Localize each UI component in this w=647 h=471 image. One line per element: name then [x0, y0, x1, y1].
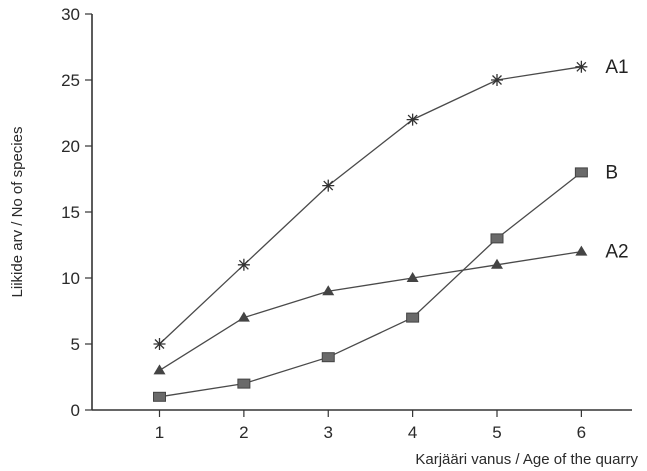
data-point-a2	[491, 258, 503, 269]
series-layer: A1 B A2	[153, 57, 629, 402]
series-label-a2: A2	[605, 242, 628, 263]
y-tick-label: 30	[61, 5, 80, 24]
data-point-b	[490, 233, 504, 244]
data-point-a2	[575, 245, 588, 256]
data-point-a2	[153, 364, 166, 375]
x-ticks: 1 2 3 4 5 6	[155, 410, 586, 442]
data-point-a2	[322, 285, 335, 296]
data-point-b	[237, 378, 251, 389]
data-point-a2	[406, 272, 419, 282]
series-label-a1: A1	[605, 57, 628, 78]
data-point-a1	[322, 179, 335, 192]
x-tick-label: 4	[408, 423, 417, 442]
series-line-a2	[159, 250, 582, 371]
y-ticks: 0 5 10 15 20 25 30	[61, 5, 92, 420]
data-point-a1	[153, 338, 166, 350]
data-point-a1	[575, 60, 588, 73]
data-point-b	[406, 312, 420, 323]
x-axis-title: Karjääri vanus / Age of the quarry	[415, 451, 638, 468]
y-tick-label: 20	[61, 137, 80, 156]
y-axis-title: Liikide arv / No of species	[9, 127, 26, 298]
y-tick-label: 25	[61, 71, 80, 90]
data-point-b	[574, 167, 588, 178]
y-tick-label: 5	[71, 335, 80, 354]
data-point-b	[153, 391, 166, 402]
x-tick-label: 2	[239, 423, 248, 442]
data-point-a1	[406, 113, 419, 126]
series-a2: A2	[153, 242, 629, 375]
series-b: B	[153, 162, 618, 402]
x-tick-label: 6	[577, 423, 586, 442]
data-point-a1	[491, 74, 503, 86]
data-point-a1	[237, 258, 250, 271]
series-line-b	[159, 171, 582, 398]
axes	[91, 14, 632, 411]
series-line-a1	[159, 66, 582, 345]
series-label-b: B	[605, 162, 618, 183]
x-tick-label: 3	[324, 423, 333, 442]
y-tick-label: 10	[61, 269, 80, 288]
data-point-b	[321, 352, 335, 363]
x-tick-label: 1	[155, 423, 164, 442]
y-tick-label: 0	[71, 401, 80, 420]
series-a1: A1	[153, 57, 629, 350]
y-tick-label: 15	[61, 203, 80, 222]
data-point-a2	[237, 311, 250, 322]
x-tick-label: 5	[492, 423, 501, 442]
